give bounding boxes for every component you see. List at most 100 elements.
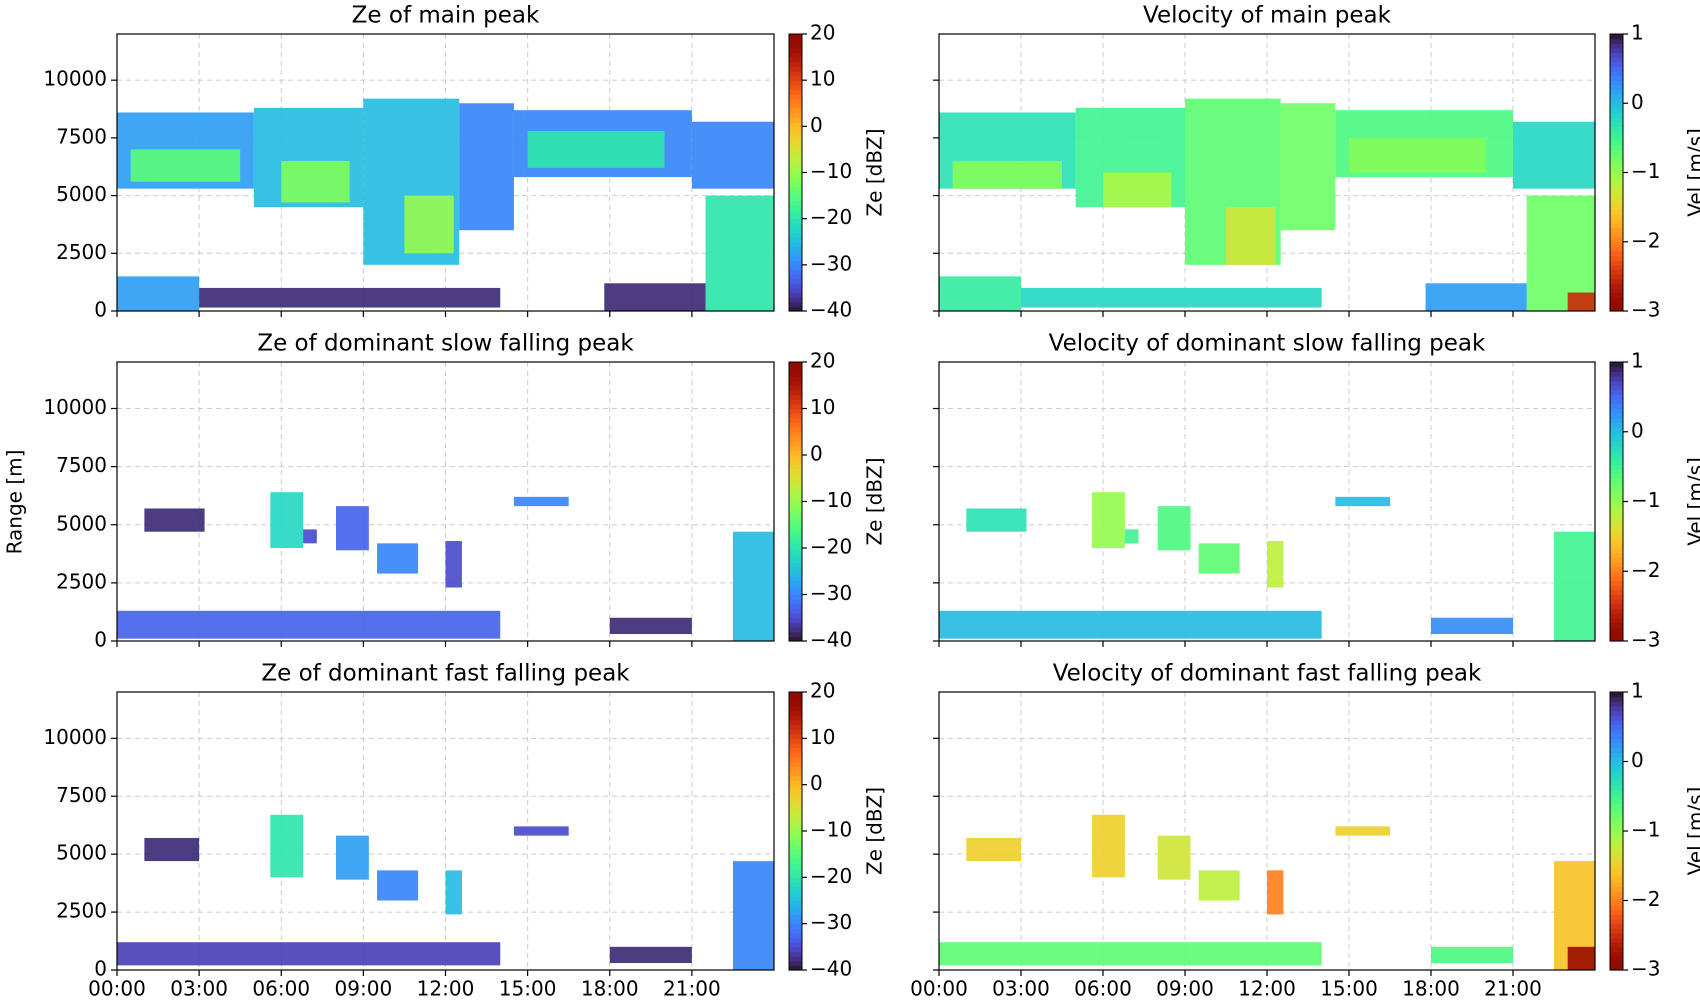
- colorbar-step: [789, 482, 802, 489]
- colorbar-step: [1610, 431, 1623, 437]
- colorbar-step: [789, 468, 802, 475]
- colorbar-step: [789, 557, 802, 563]
- colorbar-step: [1610, 858, 1623, 865]
- colorbar-step: [1610, 121, 1623, 127]
- colorbar-step: [789, 515, 802, 521]
- heatmap-cell: [1554, 531, 1595, 641]
- heatmap-cell: [1157, 506, 1191, 551]
- colorbar-step: [789, 886, 802, 892]
- colorbar-step: [789, 844, 802, 851]
- colorbar-step: [789, 793, 802, 800]
- colorbar-step: [789, 724, 802, 730]
- colorbar-step: [789, 84, 802, 90]
- colorbar-step: [1610, 729, 1623, 735]
- colorbar-tick-label: 1: [1631, 679, 1644, 703]
- y-tick-label: 10000: [43, 67, 107, 91]
- colorbar-step: [1610, 237, 1623, 243]
- colorbar-tick-label: 10: [810, 725, 835, 749]
- colorbar-step: [1610, 603, 1623, 610]
- colorbar-step: [1610, 710, 1623, 716]
- colorbar-step: [789, 52, 802, 58]
- colorbar-step: [789, 140, 802, 146]
- colorbar-step: [789, 246, 802, 252]
- colorbar-step: [1610, 209, 1623, 215]
- colorbar-step: [1610, 881, 1623, 888]
- heatmap-cell: [1198, 543, 1240, 574]
- colorbar-step: [789, 144, 802, 151]
- heatmap-cell: [1267, 541, 1284, 588]
- colorbar-step: [1610, 52, 1623, 58]
- colorbar-step: [789, 107, 802, 114]
- heatmap-cell: [1092, 492, 1125, 548]
- heatmap-cell: [604, 283, 706, 311]
- colorbar-step: [1610, 482, 1623, 489]
- colorbar-step: [789, 250, 802, 257]
- colorbar-step: [1610, 473, 1623, 479]
- colorbar-step: [789, 441, 802, 447]
- colorbar-step: [1610, 455, 1623, 461]
- colorbar-step: [1610, 909, 1623, 915]
- colorbar-tick-label: −30: [810, 581, 852, 605]
- heatmap-cell: [1157, 835, 1191, 880]
- colorbar-step: [1610, 306, 1623, 312]
- colorbar-step: [1610, 733, 1623, 739]
- panel-title: Ze of dominant slow falling peak: [257, 331, 634, 357]
- colorbar-step: [789, 701, 802, 707]
- colorbar-step: [1610, 520, 1623, 526]
- colorbar-step: [1610, 214, 1623, 220]
- colorbar-step: [1610, 34, 1623, 40]
- colorbar-step: [1610, 780, 1623, 786]
- colorbar-step: [1610, 789, 1623, 795]
- colorbar-step: [789, 43, 802, 49]
- colorbar-step: [789, 204, 802, 211]
- colorbar-step: [1610, 103, 1623, 109]
- colorbar-step: [789, 70, 802, 77]
- colorbar-step: [1610, 464, 1623, 470]
- colorbar-step: [1610, 868, 1623, 874]
- colorbar-step: [1610, 561, 1623, 568]
- colorbar-step: [789, 506, 802, 512]
- colorbar-step: [789, 389, 802, 396]
- colorbar-step: [1610, 399, 1623, 405]
- colorbar-step: [1610, 761, 1623, 767]
- heatmap-cell: [270, 492, 304, 548]
- colorbar-step: [789, 103, 802, 109]
- colorbar-step: [1610, 942, 1623, 948]
- colorbar-step: [789, 617, 802, 623]
- colorbar-step: [1610, 923, 1623, 929]
- colorbar-step: [1610, 701, 1623, 707]
- colorbar-step: [789, 223, 802, 229]
- colorbar-step: [1610, 98, 1623, 104]
- colorbar-step: [1610, 181, 1623, 187]
- colorbar-step: [1610, 705, 1623, 712]
- colorbar-step: [789, 854, 802, 860]
- colorbar-step: [1610, 186, 1623, 192]
- colorbar-step: [1610, 385, 1623, 391]
- colorbar-step: [789, 715, 802, 721]
- colorbar-step: [789, 733, 802, 739]
- colorbar-step: [789, 380, 802, 386]
- colorbar-step: [789, 297, 802, 303]
- colorbar-step: [1610, 594, 1623, 600]
- heatmap-cell: [130, 149, 241, 182]
- colorbar-step: [789, 831, 802, 837]
- colorbar-step: [789, 121, 802, 127]
- colorbar-step: [789, 427, 802, 433]
- panel: Ze of main peak 0 2500 5000 7500 10000 −40 −30 −…: [43, 3, 886, 322]
- heatmap-cell: [939, 610, 1322, 639]
- colorbar-step: [789, 571, 802, 577]
- colorbar-tick-label: 0: [1631, 90, 1644, 114]
- colorbar-step: [1610, 617, 1623, 623]
- colorbar-step: [789, 742, 802, 749]
- colorbar-step: [789, 117, 802, 123]
- colorbar-step: [1610, 459, 1623, 465]
- panel-title: Velocity of dominant fast falling peak: [1053, 661, 1482, 687]
- y-tick-label: 0: [94, 628, 107, 652]
- colorbar-tick-label: 10: [810, 395, 835, 419]
- colorbar-tick-label: −10: [810, 159, 852, 183]
- colorbar-step: [1610, 380, 1623, 386]
- colorbar-step: [1610, 487, 1623, 493]
- colorbar-step: [1610, 891, 1623, 897]
- colorbar-step: [1610, 692, 1623, 698]
- colorbar-step: [1610, 47, 1623, 54]
